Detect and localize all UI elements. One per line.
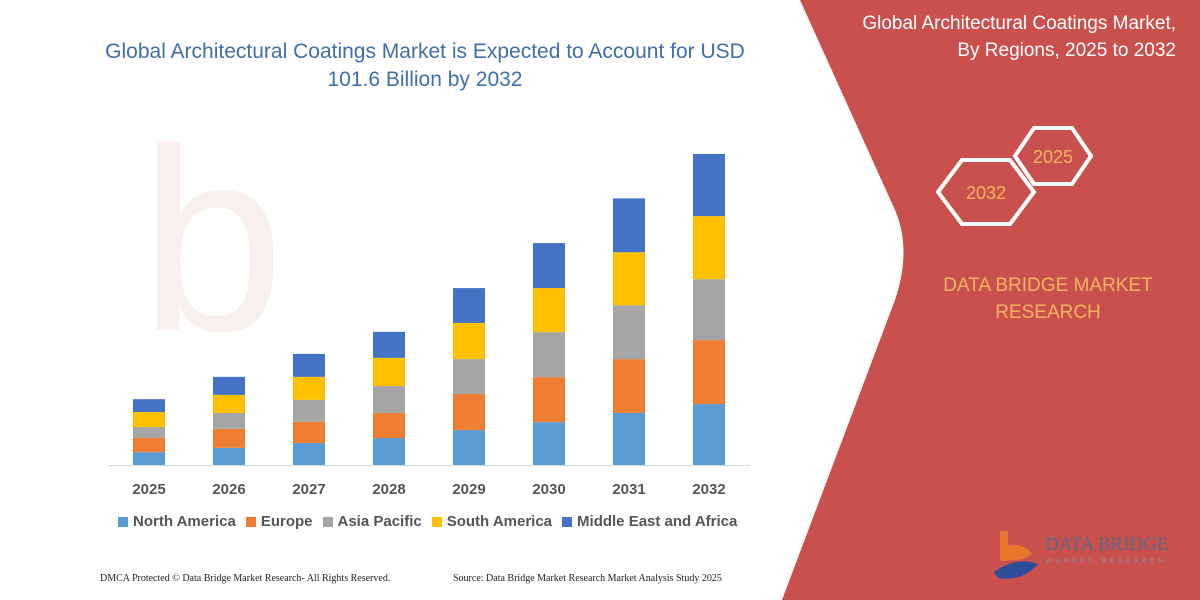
brand-line1: DATA BRIDGE MARKET [943, 275, 1153, 296]
legend-item: Middle East and Africa [562, 513, 737, 530]
chart-title: Global Architectural Coatings Market is … [105, 40, 745, 91]
bar-segment-asia-pacific-2032 [693, 279, 725, 341]
bar-segment-europe-2032 [693, 340, 725, 405]
bar-segment-north-america-2028 [373, 438, 405, 465]
bar-segment-south-america-2031 [613, 252, 645, 306]
legend-label: South America [446, 513, 553, 530]
legend-swatch [562, 516, 573, 527]
bar-segment-europe-2029 [453, 393, 485, 431]
x-tick-label: 2028 [372, 481, 405, 498]
bar-segment-middle-east-and-africa-2028 [373, 331, 405, 358]
bar-segment-south-america-2029 [453, 322, 485, 360]
side-title-line1: Global Architectural Coatings Market, [862, 13, 1176, 34]
side-title-line2: By Regions, 2025 to 2032 [957, 40, 1176, 61]
legend-item: Europe [245, 513, 313, 530]
x-tick-label: 2025 [132, 481, 165, 498]
bar-segment-asia-pacific-2026 [213, 412, 245, 429]
bar-segment-asia-pacific-2029 [453, 359, 485, 394]
logo-subtext: MARKET RESEARCH [1047, 559, 1167, 565]
x-tick-label: 2027 [292, 481, 325, 498]
bar-segment-europe-2026 [213, 428, 245, 448]
legend-label: Asia Pacific [337, 513, 422, 530]
bar-segment-europe-2031 [613, 359, 645, 413]
logo-mark-icon [994, 531, 1038, 579]
bar-segment-north-america-2032 [693, 404, 725, 465]
bar-segment-middle-east-and-africa-2026 [213, 376, 245, 395]
bar-segment-middle-east-and-africa-2031 [613, 198, 645, 253]
legend-swatch [431, 516, 442, 527]
legend-swatch [322, 516, 333, 527]
watermark-logo: b [140, 96, 285, 386]
legend-label: Middle East and Africa [577, 513, 738, 530]
bar-segment-south-america-2025 [133, 412, 165, 428]
footer-source: Source: Data Bridge Market Research Mark… [453, 573, 722, 584]
bar-segment-asia-pacific-2030 [533, 332, 565, 378]
x-tick-label: 2029 [452, 481, 485, 498]
bar-segment-north-america-2025 [133, 452, 165, 465]
bar-segment-asia-pacific-2027 [293, 399, 325, 422]
bar-segment-europe-2027 [293, 421, 325, 443]
legend-label: Europe [260, 513, 313, 530]
bar-segment-middle-east-and-africa-2032 [693, 154, 725, 217]
bar-segment-middle-east-and-africa-2030 [533, 243, 565, 289]
bar-segment-south-america-2026 [213, 394, 245, 413]
bar-segment-north-america-2029 [453, 430, 485, 465]
brand-line2: RESEARCH [995, 302, 1101, 323]
bar-segment-europe-2028 [373, 412, 405, 439]
legend-label: North America [133, 513, 236, 530]
bar-segment-south-america-2032 [693, 216, 725, 280]
side-title: Global Architectural Coatings Market, By… [776, 10, 1176, 64]
bar-segment-south-america-2027 [293, 376, 325, 400]
bar-segment-north-america-2026 [213, 447, 245, 465]
hexagon-2025 [1012, 126, 1094, 186]
hex-label-2025: 2025 [1033, 147, 1073, 167]
logo-text: DATA BRIDGE [1045, 534, 1169, 555]
bar-segment-middle-east-and-africa-2029 [453, 288, 485, 323]
legend-swatch [118, 516, 128, 527]
legend-item: North America [118, 513, 236, 530]
bar-segment-asia-pacific-2028 [373, 386, 405, 413]
bar-segment-north-america-2030 [533, 422, 565, 465]
stacked-bar-chart: 2025 2026 2027 2028 2029 2030 2031 2032 [108, 154, 750, 498]
red-side-panel [782, 0, 1200, 600]
legend-swatch [245, 516, 256, 527]
bar-segment-north-america-2027 [293, 442, 325, 465]
brand-text: DATA BRIDGE MARKET RESEARCH [920, 272, 1176, 326]
bar-segment-asia-pacific-2031 [613, 305, 645, 360]
x-tick-label: 2031 [612, 481, 645, 498]
hexagon-2032 [935, 158, 1037, 226]
bar-segment-north-america-2031 [613, 412, 645, 465]
bar-segment-south-america-2030 [533, 288, 565, 333]
bar-segment-middle-east-and-africa-2027 [293, 353, 325, 377]
hex-label-2032: 2032 [966, 183, 1006, 203]
legend-item: South America [431, 513, 553, 530]
bar-segment-europe-2030 [533, 377, 565, 423]
bar-segment-europe-2025 [133, 438, 165, 453]
x-tick-label: 2026 [212, 481, 245, 498]
bar-segment-middle-east-and-africa-2025 [133, 399, 165, 413]
x-tick-label: 2030 [532, 481, 565, 498]
data-bridge-logo: DATA BRIDGE MARKET RESEARCH [992, 528, 1172, 583]
footer-copyright: DMCA Protected © Data Bridge Market Rese… [100, 573, 391, 584]
legend: North America Europe Asia Pacific South … [118, 513, 737, 530]
bar-segment-asia-pacific-2025 [133, 427, 165, 439]
x-tick-label: 2032 [692, 481, 725, 498]
legend-item: Asia Pacific [322, 513, 422, 530]
bar-segment-south-america-2028 [373, 357, 405, 387]
